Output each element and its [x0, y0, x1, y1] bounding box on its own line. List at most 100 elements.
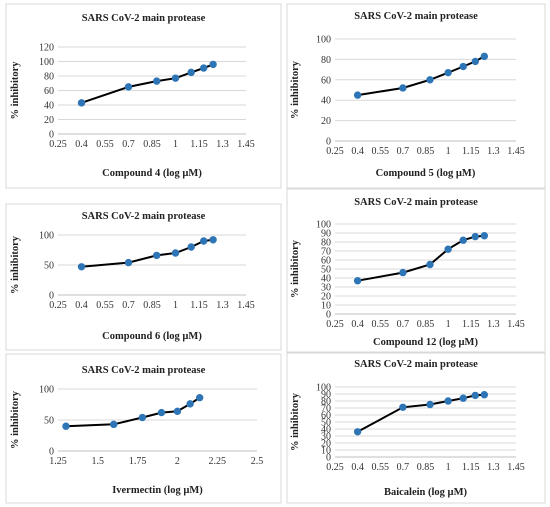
x-tick-label: 2.25 [208, 456, 226, 467]
y-axis-label: % inhibitory [290, 239, 301, 298]
y-axis-label: % inhibitory [10, 235, 21, 294]
y-tick-label: 90 [321, 229, 331, 240]
chart-title: SARS CoV-2 main protease [82, 13, 206, 24]
x-tick-label: 0.55 [96, 139, 114, 150]
y-tick-label: 50 [44, 416, 54, 427]
x-tick-label: 1.3 [216, 139, 229, 150]
data-point [171, 74, 180, 82]
y-tick-label: 80 [321, 238, 331, 249]
data-point [187, 243, 195, 251]
data-point [153, 77, 161, 85]
data-point [124, 83, 133, 91]
data-point [480, 391, 489, 399]
data-point [444, 68, 452, 77]
x-tick-label: 1 [173, 139, 178, 150]
x-tick-label: 0.4 [75, 300, 88, 311]
data-point [471, 232, 479, 241]
data-point [471, 391, 479, 400]
y-tick-label: 50 [44, 261, 54, 272]
x-tick-label: 0.7 [397, 462, 410, 473]
x-tick-label: 0.4 [351, 462, 364, 473]
data-point [399, 403, 407, 411]
chart-title: SARS CoV-2 main protease [354, 197, 478, 208]
y-tick-label: 100 [316, 35, 331, 46]
x-tick-label: 0.85 [417, 462, 435, 473]
data-point [124, 258, 133, 267]
y-tick-label: 80 [321, 55, 331, 66]
data-point [459, 62, 467, 71]
x-tick-label: 2 [175, 456, 180, 467]
y-tick-label: 20 [44, 115, 54, 126]
x-tick-label: 1.5 [92, 456, 105, 467]
y-tick-label: 100 [39, 231, 54, 242]
y-tick-label: 10 [321, 301, 331, 312]
x-tick-label: 0.7 [122, 300, 135, 311]
x-tick-label: 0.85 [143, 139, 161, 150]
data-point [471, 57, 479, 66]
y-tick-label: 0 [326, 137, 331, 148]
panel-border [286, 352, 546, 504]
x-tick-label: 0.55 [372, 319, 390, 330]
data-point [426, 260, 434, 269]
data-point [209, 60, 217, 69]
x-tick-label: 0.4 [75, 139, 88, 150]
x-tick-label: 1.3 [487, 462, 500, 473]
data-point [138, 413, 147, 422]
x-tick-label: 1.25 [49, 456, 67, 467]
y-tick-label: 20 [321, 116, 331, 127]
x-tick-label: 0.85 [143, 300, 161, 311]
data-point [444, 397, 452, 405]
panel-border [5, 353, 282, 504]
data-point [459, 394, 467, 402]
y-tick-label: 50 [321, 418, 331, 429]
x-tick-label: 1 [446, 462, 451, 473]
y-tick-label: 100 [39, 385, 54, 396]
y-tick-label: 60 [321, 256, 331, 267]
x-axis-label: Compound 6 (log µM) [102, 331, 202, 342]
y-tick-label: 40 [44, 101, 54, 112]
x-tick-label: 0.7 [122, 139, 135, 150]
data-point [153, 251, 161, 260]
y-tick-label: 70 [321, 247, 331, 258]
data-point [353, 277, 362, 285]
y-tick-label: 0 [49, 447, 54, 458]
x-tick-label: 0.25 [326, 462, 344, 473]
data-point [186, 400, 194, 408]
y-tick-label: 10 [321, 446, 331, 457]
y-tick-label: 40 [321, 274, 331, 285]
data-point [77, 99, 86, 107]
x-tick-label: 0.7 [397, 146, 410, 157]
data-point [480, 52, 489, 61]
x-tick-label: 0.4 [351, 319, 364, 330]
x-tick-label: 1.45 [507, 462, 525, 473]
chart-panel-1: 0 20 40 60 80 100 120 0.25 0.4 0.55 0.7 0.85 1 1.15 1.… [5, 3, 282, 189]
y-tick-label: 0 [326, 310, 331, 321]
x-tick-label: 0.25 [326, 146, 344, 157]
y-tick-label: 100 [316, 220, 331, 231]
x-tick-label: 0.7 [397, 319, 410, 330]
y-tick-label: 0 [49, 130, 54, 141]
y-tick-label: 100 [39, 57, 54, 68]
y-axis-label: % inhibitory [10, 61, 21, 120]
x-tick-label: 0.85 [417, 319, 435, 330]
data-point [399, 268, 407, 277]
data-point [353, 91, 362, 99]
data-point [110, 420, 118, 429]
data-point [459, 236, 467, 244]
y-tick-label: 20 [321, 439, 331, 450]
x-tick-label: 1.15 [462, 146, 480, 157]
x-tick-label: 0.55 [96, 300, 114, 311]
x-tick-label: 0.25 [49, 139, 67, 150]
data-point [200, 237, 208, 245]
data-point [426, 76, 434, 84]
y-tick-label: 60 [321, 411, 331, 422]
x-tick-label: 1.45 [237, 300, 255, 311]
data-point [187, 68, 195, 77]
y-tick-label: 40 [321, 425, 331, 436]
x-tick-label: 1.15 [462, 462, 480, 473]
y-tick-label: 30 [321, 432, 331, 443]
y-tick-label: 50 [321, 265, 331, 276]
x-tick-label: 1.15 [190, 139, 208, 150]
x-tick-label: 1.45 [237, 139, 255, 150]
